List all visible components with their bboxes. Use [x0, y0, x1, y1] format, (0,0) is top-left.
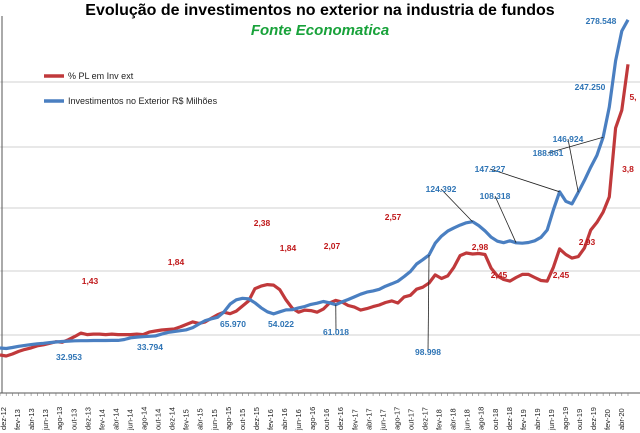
data-label: 54.022: [268, 319, 294, 329]
data-label: 108.318: [480, 191, 511, 201]
series-line-pl-inv-ext: [0, 64, 630, 358]
axes: [0, 16, 640, 396]
annotation-leader-line: [440, 188, 473, 223]
x-tick-label: jun-15: [210, 409, 219, 431]
data-label: 61.018: [323, 327, 349, 337]
x-tick-label: fev-18: [435, 409, 444, 430]
x-tick-label: fev-17: [350, 409, 359, 430]
data-label: 32.953: [56, 352, 82, 362]
data-label: 188.861: [533, 148, 564, 158]
annotation-leader-line: [494, 195, 517, 243]
x-tick-label: out-16: [322, 409, 331, 430]
legend-label: % PL em Inv ext: [68, 71, 134, 81]
x-tick-label: dez-12: [0, 407, 8, 430]
x-tick-label: out-13: [69, 409, 78, 430]
x-tick-label: out-14: [154, 409, 163, 430]
x-tick-label: out-19: [575, 409, 584, 430]
data-label: 2,98: [472, 242, 489, 252]
legend-label: Investimentos no Exterior R$ Milhões: [68, 96, 218, 106]
x-tick-label: abr-16: [280, 408, 289, 430]
data-label: 1,84: [168, 257, 185, 267]
data-label: 3,8: [622, 164, 634, 174]
data-label: 147.227: [475, 164, 506, 174]
x-tick-label: fev-14: [97, 409, 106, 430]
data-label: 1,84: [280, 243, 297, 253]
legend: % PL em Inv ext Investimentos no Exterior…: [44, 71, 218, 106]
data-label: 146.924: [553, 134, 584, 144]
data-label: 2,07: [324, 241, 341, 251]
data-label: 5,: [629, 92, 636, 102]
series-lines: [0, 19, 630, 358]
x-tick-label: ago-16: [308, 407, 317, 430]
x-tick-label: ago-14: [140, 407, 149, 430]
chart-title: Evolução de investimentos no exterior na…: [85, 2, 555, 19]
x-tick-label: fev-13: [13, 409, 22, 430]
data-labels: 1,43 1,84 2,38 1,84 2,07 2,57 2,98 2,45 2,45 2,93…: [56, 16, 637, 362]
series-line-investimentos-exterior: [0, 19, 630, 351]
x-tick-label: dez-19: [589, 407, 598, 430]
x-tick-label: jun-16: [294, 409, 303, 431]
x-tick-label: dez-17: [421, 407, 430, 430]
x-tick-label: fev-15: [182, 409, 191, 430]
x-tick-label: ago-19: [561, 407, 570, 430]
data-label: 2,45: [491, 270, 508, 280]
chart-subtitle: Fonte Economatica: [250, 22, 390, 39]
x-tick-label: dez-16: [336, 407, 345, 430]
x-tick-label: ago-17: [392, 407, 401, 430]
x-tick-label: out-17: [406, 409, 415, 430]
x-tick-label: jun-19: [547, 409, 556, 431]
x-tick-label: ago-18: [477, 407, 486, 430]
x-tick-label: dez-14: [168, 407, 177, 430]
x-tick-label: fev-20: [603, 409, 612, 430]
x-tick-label: ago-15: [224, 407, 233, 430]
x-tick-label: out-18: [491, 409, 500, 430]
data-label: 98.998: [415, 347, 441, 357]
x-tick-label: abr-19: [533, 408, 542, 430]
x-tick-label: ago-13: [55, 407, 64, 430]
x-tick-label: abr-18: [449, 408, 458, 430]
annotation-leader-line: [547, 136, 604, 154]
x-tick-label: out-15: [238, 409, 247, 430]
x-tick-label: jun-13: [41, 409, 50, 431]
data-label: 2,57: [385, 212, 402, 222]
data-label: 2,93: [579, 237, 596, 247]
x-tick-label: jun-18: [463, 409, 472, 431]
x-tick-label: abr-15: [196, 408, 205, 430]
x-tick-labels: dez-12 fev-13 abr-13 jun-13 ago-13 out-13 dez-…: [0, 407, 626, 431]
x-tick-label: dez-13: [83, 407, 92, 430]
leader-lines: [335, 136, 604, 353]
data-label: 33.794: [137, 342, 163, 352]
annotation-leader-line: [489, 168, 560, 193]
x-tick-label: jun-17: [378, 409, 387, 431]
data-label: 1,43: [82, 276, 99, 286]
annotation-leader-line: [567, 138, 579, 193]
data-label: 2,45: [553, 270, 570, 280]
gridlines: [0, 81, 640, 336]
x-tick-label: abr-13: [27, 408, 36, 430]
x-tick-label: jun-14: [125, 409, 134, 431]
data-label: 278.548: [586, 16, 617, 26]
x-tick-label: fev-16: [266, 409, 275, 430]
annotation-leader-line: [427, 254, 430, 353]
x-tick-label: abr-17: [364, 408, 373, 430]
data-label: 247.250: [575, 82, 606, 92]
x-tick-label: fev-19: [519, 409, 528, 430]
x-tick-label: abr-14: [111, 408, 120, 430]
x-tick-label: dez-18: [505, 407, 514, 430]
data-label: 2,38: [254, 218, 271, 228]
x-tick-label: dez-15: [252, 407, 261, 430]
data-label: 65.970: [220, 319, 246, 329]
data-label: 124.392: [426, 184, 457, 194]
x-tick-label: abr-20: [617, 408, 626, 430]
